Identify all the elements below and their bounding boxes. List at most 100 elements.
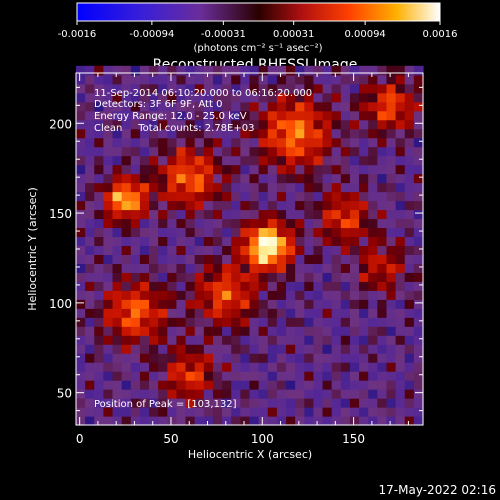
heatmap-cell bbox=[103, 299, 114, 309]
heatmap-cell bbox=[413, 335, 424, 345]
heatmap-cell bbox=[212, 317, 223, 327]
heatmap-cell bbox=[258, 380, 269, 390]
heatmap-cell bbox=[130, 371, 141, 381]
heatmap-cell bbox=[130, 155, 141, 166]
heatmap-cell bbox=[103, 335, 114, 345]
heatmap-cell bbox=[386, 155, 397, 166]
heatmap-cell bbox=[194, 236, 205, 247]
heatmap-cell bbox=[331, 398, 342, 408]
heatmap-cell bbox=[295, 146, 305, 157]
heatmap-cell bbox=[377, 173, 388, 184]
heatmap-cell bbox=[286, 74, 296, 85]
heatmap-cell bbox=[258, 272, 269, 282]
heatmap-cell bbox=[203, 227, 214, 238]
heatmap-cell bbox=[240, 236, 251, 247]
heatmap-cell bbox=[121, 308, 132, 318]
heatmap-cell bbox=[139, 254, 150, 264]
heatmap-cell bbox=[349, 101, 360, 112]
heatmap-cell bbox=[377, 407, 388, 417]
heatmap-cell bbox=[139, 209, 150, 220]
heatmap-cell bbox=[295, 191, 305, 202]
heatmap-cell bbox=[395, 371, 406, 381]
heatmap-cell bbox=[267, 272, 278, 282]
heatmap-cell bbox=[158, 353, 168, 363]
heatmap-cell bbox=[295, 371, 305, 381]
heatmap-cell bbox=[349, 209, 360, 220]
heatmap-cell bbox=[121, 74, 132, 85]
heatmap-cell bbox=[76, 407, 86, 417]
heatmap-cell bbox=[222, 326, 232, 336]
heatmap-cell bbox=[322, 344, 333, 354]
heatmap-cell bbox=[313, 317, 324, 327]
heatmap-image bbox=[76, 65, 424, 426]
heatmap-cell bbox=[295, 308, 305, 318]
heatmap-cell bbox=[76, 83, 86, 94]
heatmap-cell bbox=[313, 254, 324, 264]
heatmap-cell bbox=[368, 272, 378, 282]
heatmap-cell bbox=[404, 236, 415, 247]
heatmap-cell bbox=[149, 128, 159, 139]
heatmap-cell bbox=[85, 371, 95, 381]
heatmap-cell bbox=[167, 371, 178, 381]
heatmap-cell bbox=[304, 173, 315, 184]
heatmap-cell bbox=[368, 371, 378, 381]
heatmap-cell bbox=[359, 245, 369, 255]
heatmap-cell bbox=[359, 146, 369, 157]
heatmap-cell bbox=[176, 155, 187, 166]
heatmap-cell bbox=[130, 110, 141, 121]
heatmap-cell bbox=[249, 227, 260, 238]
heatmap-cell bbox=[167, 155, 178, 166]
heatmap-cell bbox=[359, 407, 369, 417]
heatmap-cell bbox=[276, 398, 287, 408]
heatmap-cell bbox=[203, 389, 214, 399]
heatmap-cell bbox=[203, 353, 214, 363]
heatmap-cell bbox=[158, 65, 168, 76]
heatmap-cell bbox=[322, 74, 333, 85]
heatmap-cell bbox=[85, 281, 95, 291]
heatmap-cell bbox=[286, 317, 296, 327]
heatmap-cell bbox=[286, 164, 296, 175]
heatmap-cell bbox=[94, 218, 104, 229]
heatmap-cell bbox=[359, 128, 369, 139]
heatmap-cell bbox=[103, 407, 114, 417]
heatmap-cell bbox=[121, 371, 132, 381]
heatmap-cell bbox=[295, 380, 305, 390]
heatmap-cell bbox=[130, 164, 141, 175]
heatmap-cell bbox=[121, 326, 132, 336]
heatmap-cell bbox=[85, 74, 95, 85]
heatmap-cell bbox=[368, 164, 378, 175]
heatmap-cell bbox=[112, 146, 123, 157]
heatmap-cell bbox=[258, 101, 269, 112]
heatmap-cell bbox=[340, 416, 351, 426]
heatmap-cell bbox=[203, 344, 214, 354]
heatmap-cell bbox=[276, 74, 287, 85]
heatmap-cell bbox=[185, 326, 196, 336]
heatmap-cell bbox=[130, 200, 141, 211]
heatmap-cell bbox=[185, 173, 196, 184]
heatmap-cell bbox=[413, 110, 424, 121]
heatmap-cell bbox=[231, 245, 241, 255]
heatmap-cell bbox=[404, 119, 415, 130]
heatmap-cell bbox=[112, 326, 123, 336]
heatmap-cell bbox=[185, 137, 196, 148]
heatmap-cell bbox=[276, 389, 287, 399]
heatmap-cell bbox=[413, 128, 424, 139]
heatmap-cell bbox=[222, 65, 232, 76]
heatmap-cell bbox=[240, 92, 251, 103]
heatmap-cell bbox=[240, 110, 251, 121]
heatmap-cell bbox=[158, 326, 168, 336]
heatmap-cell bbox=[240, 74, 251, 85]
heatmap-cell bbox=[377, 164, 388, 175]
heatmap-cell bbox=[295, 407, 305, 417]
heatmap-cell bbox=[258, 353, 269, 363]
heatmap-cell bbox=[158, 227, 168, 238]
heatmap-cell bbox=[322, 146, 333, 157]
heatmap-cell bbox=[395, 83, 406, 94]
heatmap-cell bbox=[404, 371, 415, 381]
heatmap-cell bbox=[331, 182, 342, 193]
heatmap-cell bbox=[286, 128, 296, 139]
heatmap-cell bbox=[249, 200, 260, 211]
heatmap-cell bbox=[313, 407, 324, 417]
heatmap-cell bbox=[395, 191, 406, 202]
heatmap-cell bbox=[276, 308, 287, 318]
